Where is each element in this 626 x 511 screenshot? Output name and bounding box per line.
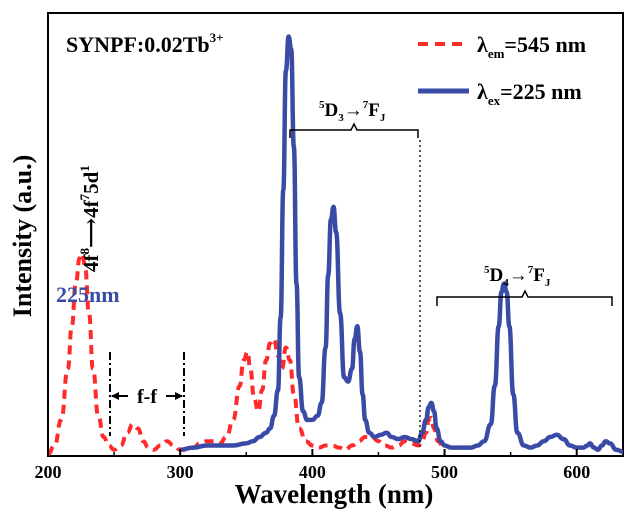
- bracket-5d4-7fj: 5D4→7FJ: [436, 264, 613, 306]
- excitation-series-line: [180, 34, 624, 455]
- transition-4f8-4f7-5d1-label: 4f8⟶4f75d1: [77, 165, 103, 272]
- legend-excitation-label: λex=225 nm: [477, 79, 582, 108]
- x-axis-label: Wavelength (nm): [235, 479, 434, 509]
- ff-left-arrowhead: [111, 392, 119, 400]
- bracket-5d3-label: 5D3→7FJ: [319, 99, 386, 124]
- ff-label: f-f: [137, 386, 157, 408]
- bracket-5d3-7fj: 5D3→7FJ: [289, 99, 421, 450]
- emission-series-line: [47, 251, 446, 456]
- x-tick-label: 600: [563, 462, 590, 482]
- x-tick-label: 400: [299, 462, 326, 482]
- ff-region-marker: f-f: [109, 352, 185, 436]
- bracket-5d4-label: 5D4→7FJ: [484, 264, 551, 289]
- peak-225nm-label: 225nm: [56, 282, 120, 307]
- x-tick-label: 200: [35, 462, 62, 482]
- legend: λem=545 nm λex=225 nm: [418, 32, 586, 108]
- legend-emission-label: λem=545 nm: [477, 32, 586, 61]
- x-axis-ticks: 200 300 400 500 600: [35, 449, 590, 482]
- plot-frame: [47, 12, 624, 457]
- series-layer: [47, 34, 624, 456]
- ff-right-arrowhead: [175, 392, 183, 400]
- x-tick-label: 300: [167, 462, 194, 482]
- y-axis-label: Intensity (a.u.): [8, 155, 37, 318]
- x-tick-label: 500: [431, 462, 458, 482]
- chart-title: SYNPF:0.02Tb3+: [66, 30, 224, 57]
